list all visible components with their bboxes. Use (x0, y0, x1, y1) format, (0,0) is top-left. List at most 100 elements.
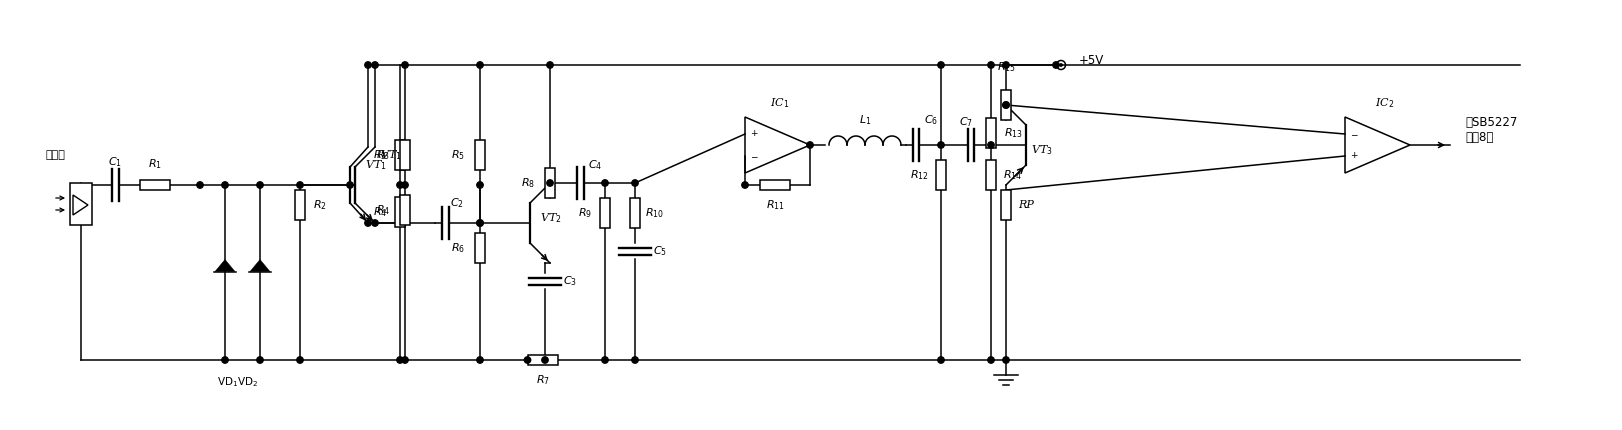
Text: $C_6$: $C_6$ (925, 113, 938, 127)
Text: $R_{11}$: $R_{11}$ (766, 198, 785, 212)
Text: IC$_1$: IC$_1$ (770, 96, 790, 110)
Circle shape (988, 357, 994, 363)
Text: $R_{10}$: $R_{10}$ (646, 206, 665, 220)
Text: VT$_1$: VT$_1$ (365, 158, 386, 172)
Circle shape (633, 357, 637, 363)
Text: $R_7$: $R_7$ (535, 373, 550, 387)
Text: $C_4$: $C_4$ (587, 158, 602, 172)
Circle shape (256, 357, 263, 363)
Circle shape (547, 62, 553, 68)
Circle shape (397, 182, 404, 188)
Circle shape (547, 180, 553, 186)
Circle shape (1053, 62, 1059, 68)
Circle shape (741, 182, 748, 188)
Text: $C_2$: $C_2$ (449, 196, 464, 210)
Bar (401, 140, 410, 170)
Text: $R_6$: $R_6$ (451, 241, 466, 255)
Bar (1001, 190, 1011, 220)
Text: VT$_3$: VT$_3$ (1032, 143, 1053, 157)
Bar (396, 140, 406, 170)
Circle shape (1059, 64, 1062, 66)
Circle shape (256, 182, 263, 188)
Circle shape (1002, 357, 1009, 363)
Circle shape (297, 182, 303, 188)
Text: $R_3$: $R_3$ (373, 148, 388, 162)
Bar (527, 355, 558, 365)
Circle shape (402, 182, 409, 188)
Circle shape (477, 62, 483, 68)
Circle shape (365, 220, 371, 226)
Circle shape (402, 357, 409, 363)
Bar (401, 195, 410, 225)
Text: $R_{12}$: $R_{12}$ (910, 168, 928, 182)
Text: VD$_1$VD$_2$: VD$_1$VD$_2$ (217, 375, 258, 389)
Bar (600, 198, 610, 228)
Text: $R_2$: $R_2$ (313, 198, 328, 212)
Circle shape (938, 357, 944, 363)
Circle shape (347, 182, 354, 188)
Bar (475, 140, 485, 170)
Polygon shape (250, 259, 269, 271)
Text: +5V: +5V (1079, 53, 1103, 67)
Text: $R_9$: $R_9$ (577, 206, 592, 220)
Circle shape (524, 357, 530, 363)
Circle shape (371, 62, 378, 68)
Text: $R_1$: $R_1$ (148, 157, 162, 171)
Text: $R_4$: $R_4$ (373, 205, 388, 219)
Bar (545, 168, 555, 198)
Circle shape (938, 62, 944, 68)
Text: $R_5$: $R_5$ (451, 148, 466, 162)
Text: +: + (1350, 151, 1358, 160)
Text: $R_{13}$: $R_{13}$ (1004, 126, 1022, 140)
Text: $C_3$: $C_3$ (563, 274, 577, 288)
Text: $C_1$: $C_1$ (109, 155, 122, 169)
Circle shape (196, 182, 203, 188)
Text: $R_8$: $R_8$ (521, 176, 535, 190)
Bar (295, 190, 305, 220)
Circle shape (988, 62, 994, 68)
Circle shape (938, 142, 944, 148)
Text: $R_4$: $R_4$ (376, 203, 391, 217)
Circle shape (988, 142, 994, 148)
Text: $L_1$: $L_1$ (858, 113, 871, 127)
Text: $R_3$: $R_3$ (376, 148, 389, 162)
Circle shape (633, 180, 637, 186)
Text: 接收器: 接收器 (45, 150, 65, 160)
Circle shape (806, 142, 813, 148)
Text: VT$_2$: VT$_2$ (540, 211, 561, 225)
Circle shape (222, 182, 229, 188)
Bar (936, 160, 946, 190)
Circle shape (371, 220, 378, 226)
Circle shape (477, 220, 483, 226)
Circle shape (1002, 62, 1009, 68)
Bar (986, 118, 996, 148)
Circle shape (477, 220, 483, 226)
Circle shape (602, 180, 608, 186)
Circle shape (402, 62, 409, 68)
Circle shape (297, 357, 303, 363)
Bar (629, 198, 641, 228)
Text: $C_7$: $C_7$ (959, 115, 973, 129)
Circle shape (602, 357, 608, 363)
Circle shape (1002, 102, 1009, 108)
Text: $R_{14}$: $R_{14}$ (1004, 168, 1022, 182)
Bar (475, 233, 485, 263)
Text: IC$_2$: IC$_2$ (1375, 96, 1395, 110)
Circle shape (222, 357, 229, 363)
Text: $-$: $-$ (749, 151, 759, 160)
Text: 去SB5227
的第8脚: 去SB5227 的第8脚 (1465, 116, 1517, 144)
Circle shape (477, 357, 483, 363)
Bar (761, 180, 790, 190)
Text: $C_5$: $C_5$ (654, 244, 667, 258)
Circle shape (397, 357, 404, 363)
Bar (139, 180, 170, 190)
Text: RP: RP (1019, 200, 1033, 210)
Circle shape (542, 357, 548, 363)
Circle shape (365, 62, 371, 68)
Text: $R_{15}$: $R_{15}$ (996, 60, 1015, 74)
Text: +: + (751, 129, 757, 138)
Bar (396, 197, 406, 227)
Text: $-$: $-$ (1350, 129, 1358, 138)
Polygon shape (216, 259, 235, 271)
Bar (70, 183, 92, 225)
